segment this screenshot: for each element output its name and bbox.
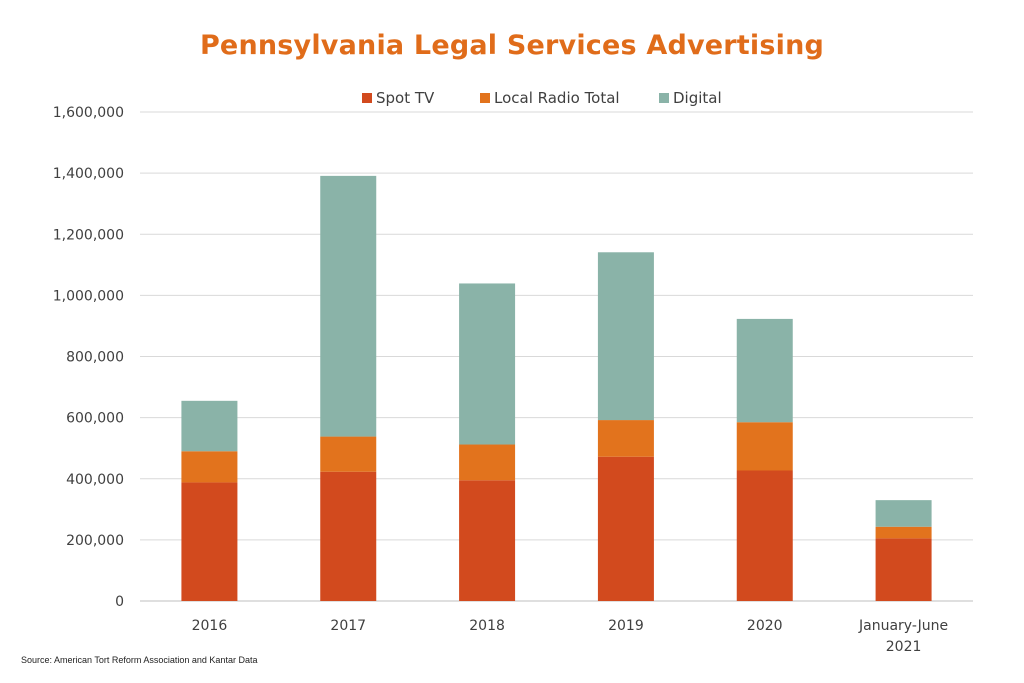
x-tick-label: January-June bbox=[858, 618, 948, 634]
bars bbox=[181, 175, 932, 601]
bar-segment bbox=[181, 400, 238, 452]
gridlines bbox=[140, 111, 973, 602]
bar-segment bbox=[320, 175, 377, 437]
legend: Spot TV Local Radio Total Digital bbox=[362, 89, 722, 107]
x-tick-label: 2017 bbox=[330, 618, 366, 634]
x-tick-label: 2016 bbox=[192, 618, 228, 634]
bar-segment bbox=[736, 318, 793, 423]
bar-segment bbox=[181, 482, 238, 601]
axes: 0 200,000 400,000 600,000 800,000 1,000,000 1,… bbox=[53, 105, 948, 655]
bar-segment bbox=[597, 420, 654, 457]
y-tick-label: 1,000,000 bbox=[53, 288, 124, 304]
legend-swatch bbox=[659, 93, 669, 103]
x-tick-label: 2020 bbox=[747, 618, 783, 634]
legend-label: Local Radio Total bbox=[494, 89, 620, 107]
bar-segment bbox=[181, 451, 238, 483]
bar-segment bbox=[736, 422, 793, 471]
legend-swatch bbox=[362, 93, 372, 103]
x-tick-label: 2018 bbox=[469, 618, 505, 634]
y-tick-label: 600,000 bbox=[66, 411, 124, 427]
x-tick-label: 2021 bbox=[886, 639, 922, 655]
legend-label: Spot TV bbox=[376, 89, 435, 107]
bar-segment bbox=[459, 444, 516, 481]
bar-segment bbox=[875, 538, 932, 601]
source-note: Source: American Tort Reform Association… bbox=[21, 655, 258, 665]
bar-segment bbox=[875, 500, 932, 527]
y-tick-label: 200,000 bbox=[66, 533, 124, 549]
y-tick-label: 0 bbox=[115, 594, 124, 610]
bar-segment bbox=[597, 456, 654, 601]
y-tick-label: 1,400,000 bbox=[53, 166, 124, 182]
y-tick-label: 1,200,000 bbox=[53, 227, 124, 243]
bar-segment bbox=[320, 436, 377, 472]
bar-segment bbox=[597, 252, 654, 421]
bar-segment bbox=[736, 470, 793, 601]
y-tick-label: 400,000 bbox=[66, 472, 124, 488]
y-tick-label: 1,600,000 bbox=[53, 105, 124, 121]
y-tick-label: 800,000 bbox=[66, 350, 124, 366]
bar-segment bbox=[459, 283, 516, 445]
bar-segment bbox=[320, 471, 377, 601]
legend-swatch bbox=[480, 93, 490, 103]
bar-segment bbox=[875, 526, 932, 539]
bar-segment bbox=[459, 480, 516, 601]
x-tick-label: 2019 bbox=[608, 618, 644, 634]
chart-title: Pennsylvania Legal Services Advertising bbox=[199, 30, 825, 61]
legend-label: Digital bbox=[673, 89, 722, 107]
